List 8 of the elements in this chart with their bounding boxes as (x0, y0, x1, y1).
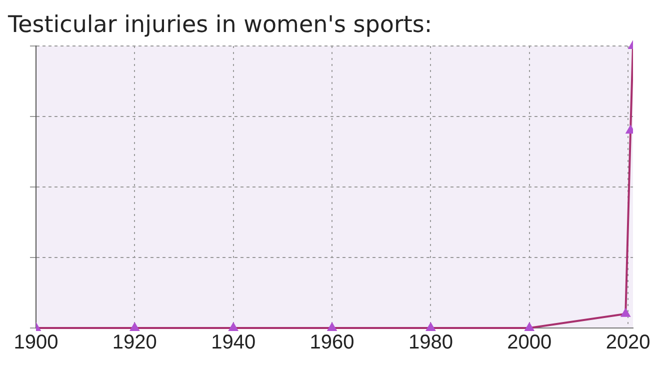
x-tick-label: 1940 (211, 332, 256, 354)
x-tick-label: 2000 (507, 332, 552, 354)
x-tick-label: 1980 (408, 332, 453, 354)
x-tick-label: 1920 (112, 332, 157, 354)
x-tick-label: 1960 (310, 332, 354, 354)
x-tick-label: 1900 (14, 332, 58, 354)
x-tick-label: 2020 (606, 332, 650, 354)
chart-title: Testicular injuries in women's sports: (8, 11, 434, 40)
